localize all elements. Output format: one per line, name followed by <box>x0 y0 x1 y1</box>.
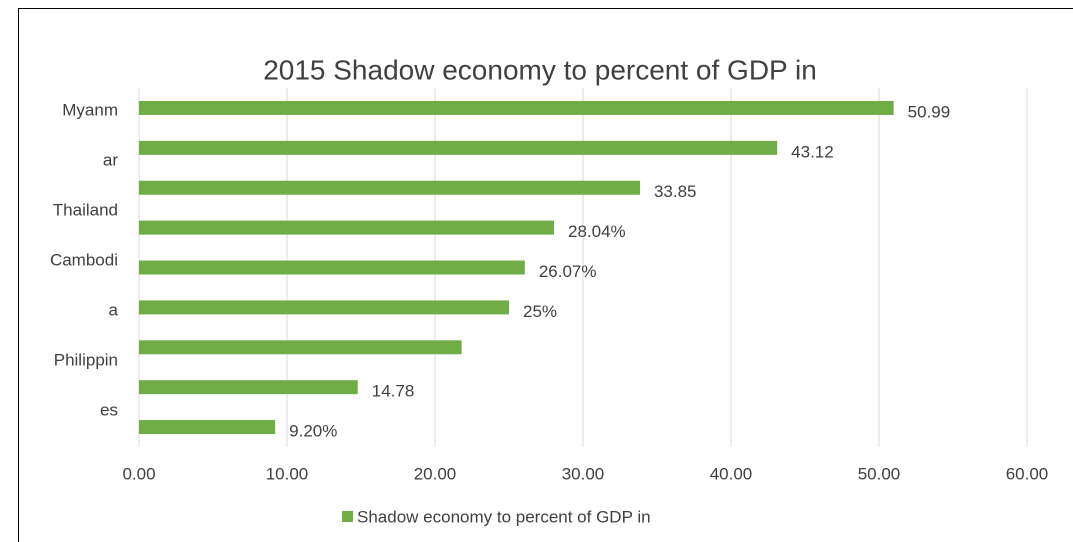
bar <box>139 300 509 315</box>
data-label: 33.85 <box>654 182 697 201</box>
bar <box>139 140 778 155</box>
bar <box>139 180 640 195</box>
y-tick-label: ar <box>103 150 118 169</box>
x-tick-label: 20.00 <box>414 464 457 483</box>
bar <box>139 340 462 355</box>
bar <box>139 420 276 435</box>
bar <box>139 220 554 235</box>
data-label: 9.20% <box>289 422 337 441</box>
bar <box>139 380 358 395</box>
data-label: 25% <box>523 302 557 321</box>
y-tick-label: Cambodi <box>50 250 118 269</box>
legend-label: Shadow economy to percent of GDP in <box>357 507 651 526</box>
x-tick-label: 10.00 <box>266 464 309 483</box>
legend-swatch <box>342 511 353 522</box>
y-tick-label: a <box>109 300 119 319</box>
y-tick-label: es <box>100 400 118 419</box>
x-tick-label: 0.00 <box>122 464 155 483</box>
data-label: 14.78 <box>372 382 415 401</box>
data-label: 28.04% <box>568 222 626 241</box>
y-tick-label: Myanm <box>62 100 118 119</box>
y-tick-label: Philippin <box>54 350 118 369</box>
bar <box>139 260 525 275</box>
x-tick-label: 50.00 <box>858 464 901 483</box>
y-tick-label: Thailand <box>53 200 118 219</box>
data-label: 43.12 <box>791 142 834 161</box>
bar <box>139 100 894 115</box>
x-tick-label: 40.00 <box>710 464 753 483</box>
x-tick-label: 60.00 <box>1006 464 1049 483</box>
x-tick-label: 30.00 <box>562 464 605 483</box>
chart-title: 2015 Shadow economy to percent of GDP in <box>263 54 817 85</box>
data-label: 50.99 <box>908 102 951 121</box>
data-label: 26.07% <box>539 262 597 281</box>
chart-border <box>18 8 1073 542</box>
